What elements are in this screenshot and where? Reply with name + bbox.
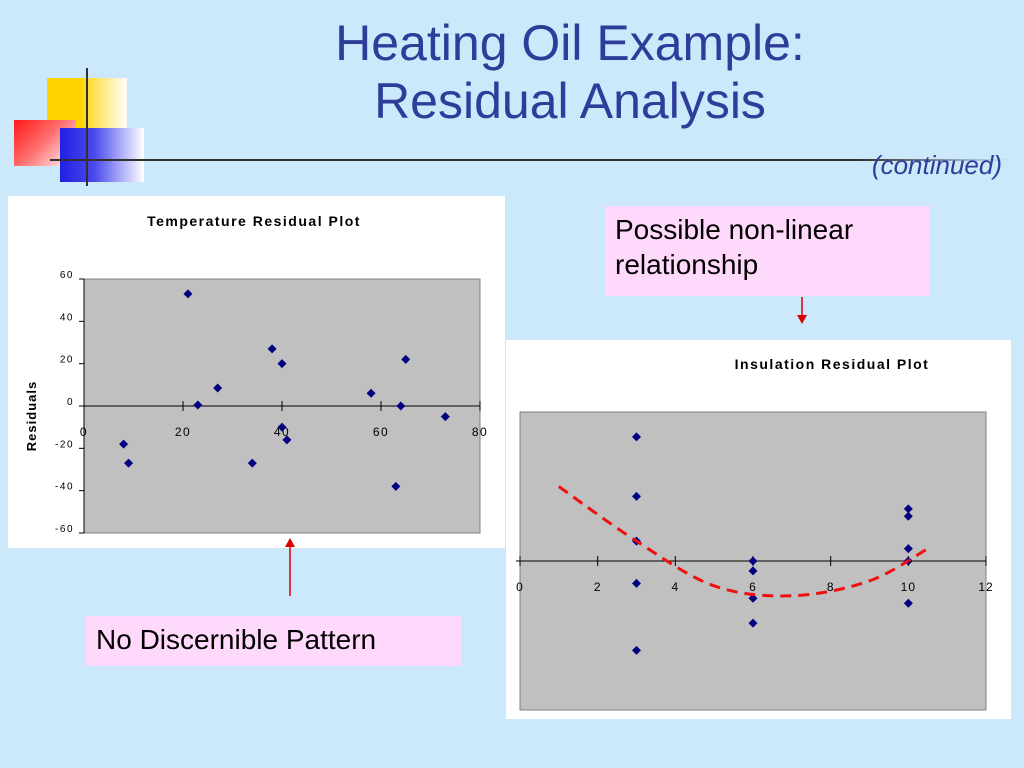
temperature-chart-panel: Temperature Residual Plot Residuals 60 40 20… — [8, 196, 505, 548]
data-point — [632, 645, 641, 655]
slide-title-line1: Heating Oil Example: — [335, 15, 805, 71]
x-tick-label: 2 — [594, 580, 602, 594]
slide-subtitle: (continued) — [871, 150, 1002, 180]
title-rule-fade — [860, 159, 1010, 161]
title-rule — [50, 159, 860, 161]
arrow-head — [797, 315, 807, 324]
arrow-to-insulation-plot — [797, 297, 807, 324]
data-point — [391, 481, 401, 491]
data-point — [282, 435, 292, 445]
x-tick-label: 0 — [516, 580, 524, 594]
y-axis-label: Residuals — [24, 381, 39, 451]
decorative-vertical-line — [86, 68, 88, 186]
chart-title: Temperature Residual Plot — [147, 213, 361, 229]
x-tick-label: 0 — [80, 425, 88, 439]
data-point — [124, 458, 134, 468]
data-point — [748, 593, 758, 603]
data-point — [277, 359, 287, 369]
y-tick-label: -40 — [55, 482, 74, 493]
callout-nonlinear: Possible non-linear relationship — [605, 206, 930, 296]
data-point — [748, 556, 758, 566]
data-point — [366, 388, 376, 398]
y-tick-label: 60 — [60, 270, 74, 281]
insulation-chart-panel: Insulation Residual Plot 0 2 4 6 8 10 12 — [506, 340, 1011, 719]
data-point — [247, 458, 257, 468]
data-point — [119, 439, 129, 449]
data-point — [440, 412, 450, 422]
x-tick-label: 10 — [901, 580, 916, 594]
data-point — [213, 383, 223, 393]
data-point — [748, 618, 758, 628]
data-point — [183, 289, 193, 299]
x-tick-label: 8 — [827, 580, 835, 594]
data-point — [267, 344, 277, 354]
x-tick-label: 6 — [749, 580, 757, 594]
data-point — [903, 544, 913, 554]
data-point — [632, 578, 641, 588]
decorative-blue-square — [60, 128, 144, 182]
x-tick-label: 60 — [373, 425, 389, 439]
callout-no-pattern: No Discernible Pattern — [86, 616, 461, 666]
y-tick-label: 40 — [60, 312, 74, 323]
y-tick-label: -20 — [55, 439, 74, 450]
data-point — [903, 511, 913, 521]
data-point — [632, 432, 641, 442]
y-tick-label: 0 — [67, 397, 74, 408]
y-tick-label: 20 — [60, 355, 74, 366]
insulation-residual-plot: Insulation Residual Plot 0 2 4 6 8 10 12 — [516, 356, 993, 711]
x-tick-label: 4 — [671, 580, 679, 594]
data-point — [277, 422, 287, 432]
data-point — [193, 400, 203, 410]
arrow-to-temperature-plot — [285, 538, 295, 596]
chart-title: Insulation Residual Plot — [735, 356, 930, 372]
slide-title: Heating Oil Example: Residual Analysis — [250, 14, 890, 130]
data-point — [396, 401, 406, 411]
temperature-residual-plot: Temperature Residual Plot Residuals 60 40 20… — [24, 213, 488, 535]
y-tick-label: -60 — [55, 524, 74, 535]
x-tick-label: 20 — [175, 425, 191, 439]
x-tick-label: 12 — [978, 580, 993, 594]
data-point — [903, 598, 913, 608]
data-point — [748, 566, 758, 576]
data-point — [903, 504, 913, 514]
data-point — [632, 491, 641, 501]
arrow-head — [285, 538, 295, 547]
x-tick-label: 80 — [472, 425, 488, 439]
trend-curve — [557, 485, 929, 598]
callout-no-pattern-text: No Discernible Pattern — [96, 624, 377, 655]
slide-title-line2: Residual Analysis — [374, 73, 766, 129]
data-point — [401, 354, 411, 364]
